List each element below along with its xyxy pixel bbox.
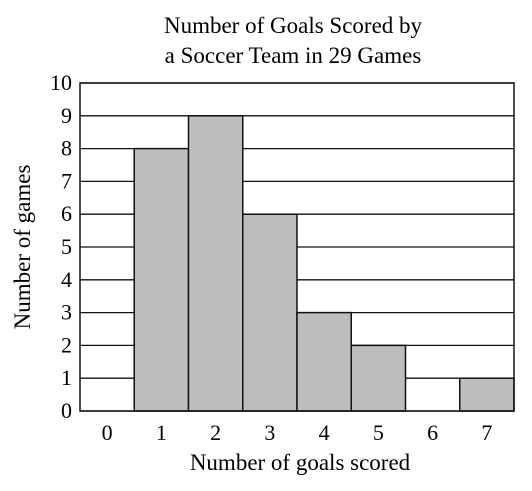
x-tick-label: 2 [210, 420, 221, 445]
y-tick-label: 6 [61, 201, 72, 226]
y-tick-label: 3 [61, 300, 72, 325]
chart-title-line-1: Number of Goals Scored by [164, 13, 423, 38]
y-tick-label: 7 [61, 168, 72, 193]
bar-5 [350, 344, 407, 412]
x-tick-label: 0 [102, 420, 113, 445]
y-tick-label: 1 [61, 365, 72, 390]
plot-frame [79, 82, 515, 412]
y-axis-label: Number of games [10, 165, 35, 330]
bar-3 [242, 213, 298, 412]
bar-7 [459, 377, 515, 412]
x-tick-label: 1 [156, 420, 167, 445]
y-tick-labels: 0 1 2 3 4 5 6 7 8 9 10 [50, 70, 72, 423]
x-tick-label: 3 [264, 420, 275, 445]
y-tick-label: 2 [61, 332, 72, 357]
x-tick-label: 4 [319, 420, 330, 445]
chart-title-line-2: a Soccer Team in 29 Games [165, 43, 422, 68]
x-tick-label: 7 [481, 420, 492, 445]
x-tick-labels: 0 1 2 3 4 5 6 7 [102, 420, 493, 445]
bar-1 [133, 147, 190, 412]
bar-4 [296, 311, 352, 412]
x-tick-label: 6 [427, 420, 438, 445]
x-tick-label: 5 [373, 420, 384, 445]
bar-2 [187, 115, 244, 412]
bars [133, 115, 515, 412]
y-tick-label: 4 [61, 267, 72, 292]
y-tick-label: 0 [61, 398, 72, 423]
y-tick-label: 9 [61, 103, 72, 128]
x-axis-label: Number of goals scored [190, 450, 411, 475]
y-tick-label: 8 [61, 136, 72, 161]
y-tick-label: 5 [61, 234, 72, 259]
y-tick-label: 10 [50, 70, 72, 95]
